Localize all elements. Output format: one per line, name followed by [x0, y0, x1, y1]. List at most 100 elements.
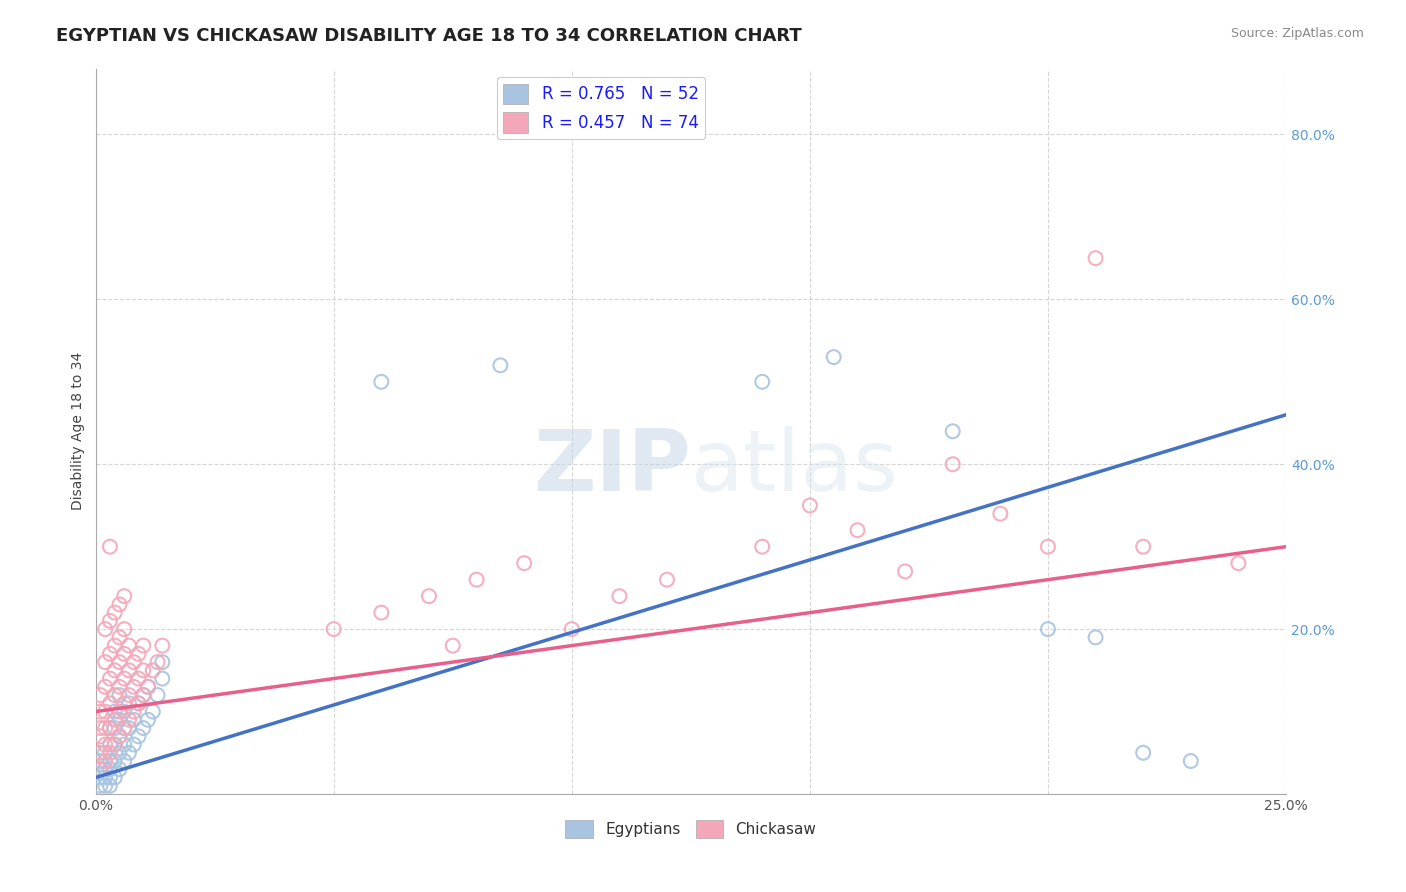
Point — [122, 705, 145, 719]
Point — [89, 754, 111, 768]
Point — [142, 705, 165, 719]
Point — [94, 779, 117, 793]
Point — [98, 746, 121, 760]
Point — [108, 598, 131, 612]
Point — [89, 721, 111, 735]
Point — [98, 721, 121, 735]
Point — [104, 705, 127, 719]
Point — [122, 680, 145, 694]
Point — [104, 771, 127, 785]
Point — [128, 672, 150, 686]
Point — [94, 622, 117, 636]
Point — [146, 655, 169, 669]
Point — [118, 664, 141, 678]
Point — [104, 664, 127, 678]
Point — [136, 680, 159, 694]
Point — [112, 738, 135, 752]
Point — [988, 507, 1011, 521]
Point — [108, 655, 131, 669]
Point — [609, 589, 631, 603]
Point — [108, 746, 131, 760]
Point — [128, 647, 150, 661]
Point — [146, 688, 169, 702]
Point — [441, 639, 464, 653]
Point — [118, 688, 141, 702]
Point — [98, 672, 121, 686]
Point — [104, 738, 127, 752]
Point — [94, 721, 117, 735]
Point — [89, 779, 111, 793]
Point — [136, 680, 159, 694]
Text: EGYPTIAN VS CHICKASAW DISABILITY AGE 18 TO 34 CORRELATION CHART: EGYPTIAN VS CHICKASAW DISABILITY AGE 18 … — [56, 27, 801, 45]
Point — [118, 746, 141, 760]
Point — [98, 647, 121, 661]
Point — [98, 779, 121, 793]
Point — [98, 721, 121, 735]
Point — [942, 457, 965, 471]
Point — [118, 639, 141, 653]
Point — [751, 540, 773, 554]
Point — [108, 680, 131, 694]
Point — [108, 729, 131, 743]
Point — [322, 622, 344, 636]
Point — [94, 746, 117, 760]
Point — [122, 738, 145, 752]
Point — [89, 729, 111, 743]
Point — [132, 664, 155, 678]
Point — [150, 672, 173, 686]
Point — [104, 688, 127, 702]
Point — [150, 655, 173, 669]
Point — [418, 589, 440, 603]
Point — [112, 622, 135, 636]
Point — [108, 713, 131, 727]
Point — [1036, 540, 1059, 554]
Point — [94, 771, 117, 785]
Point — [150, 639, 173, 653]
Point — [112, 672, 135, 686]
Point — [98, 540, 121, 554]
Point — [98, 771, 121, 785]
Point — [94, 754, 117, 768]
Point — [94, 705, 117, 719]
Point — [1036, 622, 1059, 636]
Point — [89, 746, 111, 760]
Point — [118, 696, 141, 710]
Point — [112, 754, 135, 768]
Point — [136, 713, 159, 727]
Point — [128, 729, 150, 743]
Point — [370, 375, 392, 389]
Y-axis label: Disability Age 18 to 34: Disability Age 18 to 34 — [72, 352, 86, 510]
Text: Source: ZipAtlas.com: Source: ZipAtlas.com — [1230, 27, 1364, 40]
Point — [108, 729, 131, 743]
Point — [370, 606, 392, 620]
Point — [104, 754, 127, 768]
Point — [108, 705, 131, 719]
Point — [132, 688, 155, 702]
Point — [94, 762, 117, 776]
Point — [132, 721, 155, 735]
Point — [98, 738, 121, 752]
Point — [108, 762, 131, 776]
Point — [112, 647, 135, 661]
Point — [489, 359, 512, 373]
Point — [104, 606, 127, 620]
Point — [112, 696, 135, 710]
Point — [122, 713, 145, 727]
Point — [112, 705, 135, 719]
Point — [89, 688, 111, 702]
Point — [112, 721, 135, 735]
Point — [751, 375, 773, 389]
Point — [128, 696, 150, 710]
Point — [89, 705, 111, 719]
Point — [94, 738, 117, 752]
Point — [1084, 251, 1107, 265]
Point — [132, 639, 155, 653]
Point — [1227, 556, 1250, 570]
Text: ZIP: ZIP — [533, 426, 690, 509]
Point — [132, 688, 155, 702]
Point — [1180, 754, 1202, 768]
Text: atlas: atlas — [690, 426, 898, 509]
Point — [846, 523, 869, 537]
Point — [942, 424, 965, 438]
Legend: Egyptians, Chickasaw: Egyptians, Chickasaw — [560, 814, 823, 845]
